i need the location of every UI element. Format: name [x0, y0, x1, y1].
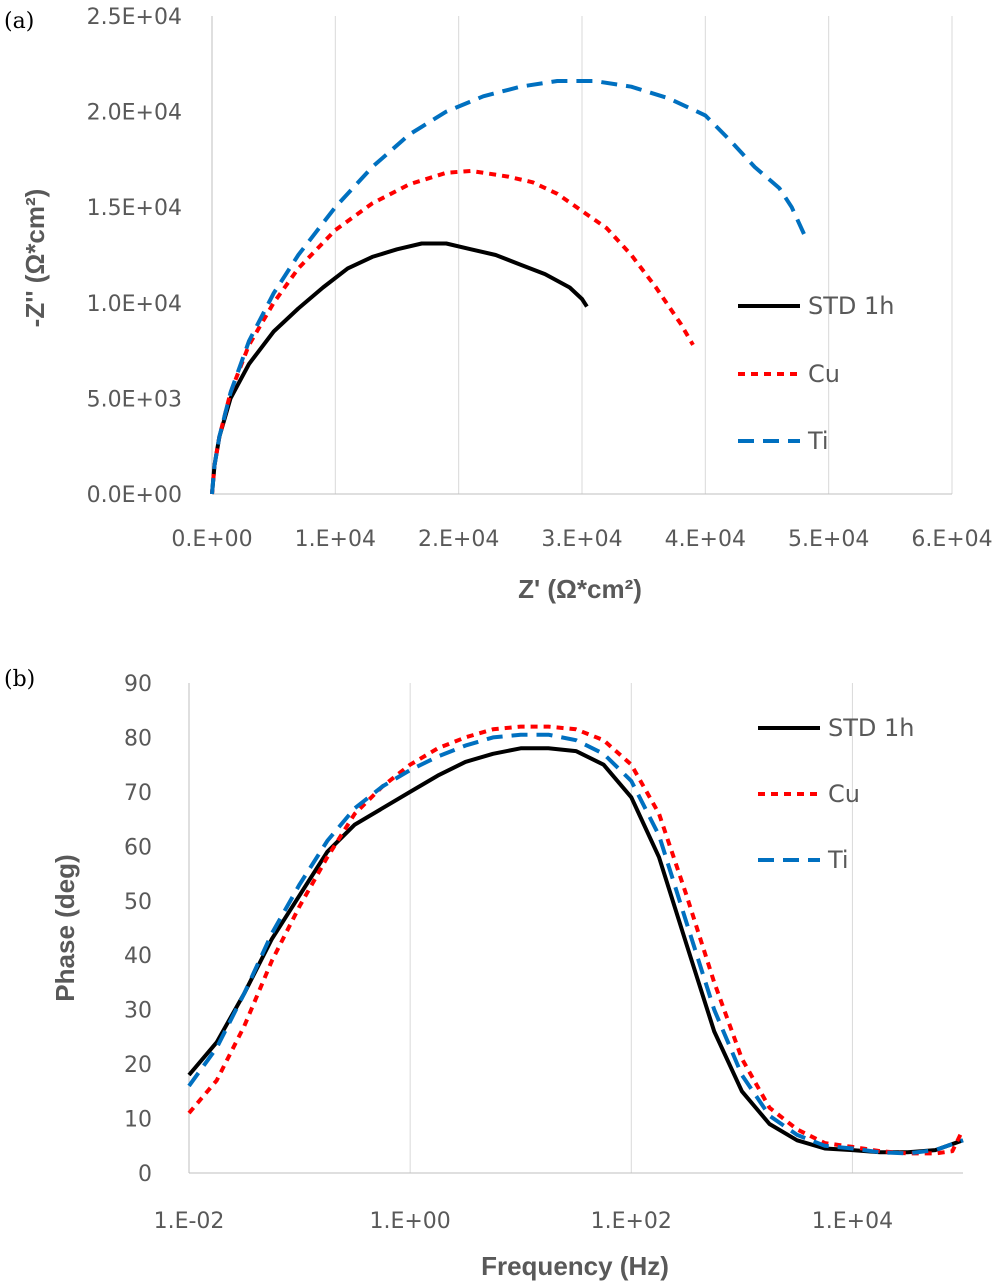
bode-y-tick-label: 50 [124, 890, 152, 915]
nyquist-y-tick-label: 1.5E+04 [87, 196, 182, 221]
bode-y-axis-title: Phase (deg) [50, 854, 80, 1001]
nyquist-x-tick-label: 3.E+04 [541, 527, 622, 552]
bode-y-tick-label: 60 [124, 835, 152, 860]
nyquist-y-axis-title: -Z'' (Ω*cm²) [20, 189, 50, 328]
nyquist-x-tick-label: 1.E+04 [295, 527, 376, 552]
bode-y-tick-label: 30 [124, 999, 152, 1024]
nyquist-series-line-std-1h [210, 241, 589, 495]
nyquist-series-line-ti [210, 79, 806, 495]
nyquist-x-tick-labels: 0.E+00 1.E+04 2.E+04 3.E+04 4.E+04 5.E+04 6.E+… [171, 527, 992, 552]
bode-series-line-std-1h [187, 746, 964, 1155]
nyquist-chart: (a) 0.0E+00 5.0E+03 1.0E+04 1.5E+04 2.0E+04 2… [4, 5, 993, 604]
nyquist-x-tick-label: 5.E+04 [788, 527, 869, 552]
bode-y-tick-labels: 0 10 20 30 40 50 60 70 80 90 [124, 672, 152, 1187]
legend-label-std-1h: STD 1h [808, 292, 894, 320]
legend-label-std-1h: STD 1h [828, 714, 914, 742]
legend-label-cu: Cu [808, 360, 840, 388]
nyquist-x-tick-label: 4.E+04 [665, 527, 746, 552]
legend-label-cu: Cu [828, 780, 860, 808]
nyquist-y-tick-label: 2.5E+04 [87, 5, 182, 30]
bode-series [187, 724, 965, 1156]
bode-x-tick-labels: 1.E-02 1.E+00 1.E+02 1.E+04 [154, 1209, 894, 1234]
nyquist-x-tick-label: 2.E+04 [418, 527, 499, 552]
bode-y-tick-label: 70 [124, 781, 152, 806]
nyquist-series-line-cu [210, 168, 695, 495]
nyquist-gridlines [334, 16, 953, 494]
bode-gridlines [409, 683, 853, 1173]
bode-legend: STD 1h Cu Ti [758, 714, 914, 874]
panel-label-a: (a) [4, 9, 34, 34]
bode-series-line-ti [187, 732, 964, 1156]
nyquist-y-tick-label: 5.0E+03 [87, 387, 182, 412]
nyquist-x-tick-label: 0.E+00 [171, 527, 252, 552]
legend-label-ti: Ti [827, 846, 849, 874]
nyquist-series [210, 79, 806, 495]
bode-x-tick-label: 1.E-02 [154, 1209, 225, 1234]
nyquist-legend: STD 1h Cu Ti [738, 292, 894, 455]
bode-y-tick-label: 0 [138, 1162, 152, 1187]
nyquist-y-tick-label: 1.0E+04 [87, 292, 182, 317]
nyquist-x-tick-label: 6.E+04 [911, 527, 992, 552]
bode-x-tick-label: 1.E+04 [812, 1209, 893, 1234]
bode-x-axis-title: Frequency (Hz) [481, 1251, 669, 1281]
bode-y-tick-label: 20 [124, 1053, 152, 1078]
panel-label-b: (b) [4, 667, 35, 692]
bode-y-tick-label: 80 [124, 726, 152, 751]
nyquist-y-tick-label: 2.0E+04 [87, 101, 182, 126]
legend-label-ti: Ti [807, 427, 829, 455]
nyquist-y-tick-labels: 0.0E+00 5.0E+03 1.0E+04 1.5E+04 2.0E+04 2.5E+… [87, 5, 182, 508]
bode-axes [188, 683, 963, 1174]
bode-x-tick-label: 1.E+02 [591, 1209, 672, 1234]
nyquist-x-axis-title: Z' (Ω*cm²) [518, 574, 642, 604]
bode-x-tick-label: 1.E+00 [369, 1209, 450, 1234]
bode-phase-chart: (b) 0 10 20 30 40 50 60 70 80 90 1.E-02 1.E+00 1.E+… [4, 667, 965, 1281]
nyquist-y-tick-label: 0.0E+00 [87, 483, 182, 508]
bode-y-tick-label: 40 [124, 944, 152, 969]
bode-y-tick-label: 10 [124, 1108, 152, 1133]
bode-y-tick-label: 90 [124, 672, 152, 697]
nyquist-axes [211, 16, 952, 495]
